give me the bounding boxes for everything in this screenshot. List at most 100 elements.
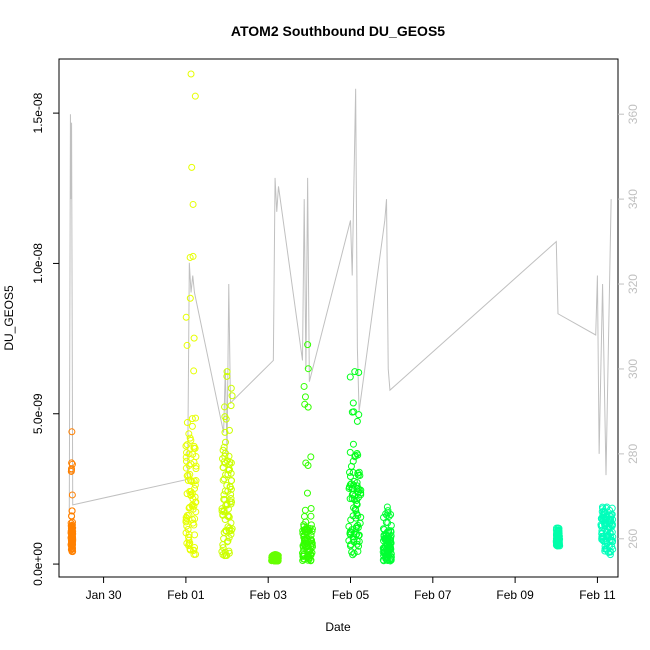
- scatter-point: [352, 514, 360, 522]
- scatter-point: [384, 519, 392, 527]
- scatter-point: [355, 411, 363, 419]
- x-tick-label: Feb 05: [332, 588, 370, 602]
- x-tick-label: Feb 11: [579, 588, 616, 602]
- scatter-point: [307, 453, 315, 461]
- scatter-point: [227, 402, 235, 410]
- scatter-point: [68, 523, 76, 531]
- y-right-tick-label: 320: [626, 274, 640, 294]
- scatter-point: [219, 544, 227, 552]
- scatter-point: [301, 400, 309, 408]
- scatter-point: [223, 368, 231, 376]
- scatter-point: [183, 419, 191, 427]
- scatter-point: [190, 477, 198, 485]
- scatter-point: [353, 500, 361, 508]
- scatter-point: [227, 495, 235, 503]
- scatter-point: [186, 253, 194, 261]
- scatter-point: [349, 551, 357, 559]
- scatter-point: [183, 441, 191, 449]
- scatter-point: [354, 469, 362, 477]
- scatter-point: [67, 542, 75, 550]
- scatter-point: [221, 449, 229, 457]
- scatter-point: [351, 368, 359, 376]
- scatter-point: [598, 503, 606, 511]
- scatter-point: [189, 252, 197, 260]
- scatter-point: [188, 415, 196, 423]
- scatter-point: [301, 393, 309, 401]
- scatter-point: [221, 403, 229, 411]
- scatter-point: [604, 549, 612, 557]
- scatter-point: [307, 521, 315, 529]
- x-axis-label: Date: [325, 620, 351, 634]
- scatter-point: [302, 459, 310, 467]
- scatter-point: [190, 334, 198, 342]
- scatter-point: [301, 506, 309, 514]
- scatter-point: [555, 540, 563, 547]
- scatter-point: [183, 472, 191, 480]
- scatter-point: [183, 341, 191, 349]
- scatter-point: [185, 450, 193, 458]
- scatter-point: [67, 519, 75, 527]
- scatter-point: [346, 468, 354, 476]
- y-tick-label: 5.0e-09: [31, 393, 45, 434]
- scatter-point: [225, 426, 233, 434]
- y-tick-label: 1.0e-08: [31, 243, 45, 284]
- chart-title: ATOM2 Southbound DU_GEOS5: [231, 23, 445, 39]
- scatter-point: [300, 535, 308, 543]
- scatter-point: [191, 543, 199, 551]
- x-tick-label: Feb 03: [250, 588, 288, 602]
- scatter-point: [228, 477, 236, 485]
- scatter-point: [182, 313, 190, 321]
- scatter-point: [346, 448, 354, 456]
- scatter-point: [191, 92, 199, 100]
- scatter-point: [307, 531, 315, 539]
- scatter-point: [228, 392, 236, 400]
- scatter-point: [68, 543, 76, 551]
- x-tick-label: Feb 01: [167, 588, 205, 602]
- scatter-point: [554, 524, 562, 532]
- scatter-point: [223, 501, 231, 509]
- scatter-point: [191, 444, 199, 452]
- scatter-point: [300, 512, 308, 520]
- scatter-point: [357, 513, 365, 521]
- scatter-point: [192, 414, 200, 422]
- scatter-point: [299, 557, 307, 565]
- scatter-point: [350, 549, 358, 557]
- scatter-point: [553, 541, 561, 549]
- x-tick-label: Feb 09: [496, 588, 534, 602]
- scatter-point: [184, 471, 192, 479]
- scatter-point: [68, 428, 76, 436]
- scatter-point: [306, 525, 314, 533]
- y-tick-label: 0.0e+00: [31, 542, 45, 586]
- y-right-tick-label: 300: [626, 359, 640, 379]
- scatter-point: [355, 537, 363, 545]
- scatter-point: [186, 434, 194, 442]
- scatter-point: [225, 466, 233, 474]
- scatter-point: [190, 367, 198, 375]
- scatter-point: [190, 550, 198, 558]
- scatter-point: [353, 417, 361, 425]
- scatter-point: [606, 551, 614, 559]
- y-tick-label: 1.5e-08: [31, 92, 45, 133]
- scatter-point: [224, 537, 232, 545]
- scatter-point: [346, 528, 354, 536]
- x-tick-label: Jan 30: [86, 588, 122, 602]
- scatter-point: [383, 503, 391, 511]
- scatter-point: [355, 369, 363, 377]
- scatter-point: [184, 525, 192, 533]
- scatter-point: [603, 503, 611, 511]
- scatter-point: [219, 511, 227, 519]
- scatter-point: [598, 530, 606, 538]
- scatter-point: [301, 525, 309, 533]
- scatter-point: [352, 506, 360, 514]
- scatter-point: [182, 442, 190, 450]
- scatter-point: [223, 372, 231, 380]
- scatter-point: [303, 489, 311, 497]
- scatter-point: [220, 475, 228, 483]
- scatter-point: [355, 468, 363, 476]
- scatter-point: [305, 554, 313, 562]
- scatter-point: [191, 531, 199, 539]
- scatter-point: [189, 200, 197, 208]
- scatter-point: [354, 521, 362, 529]
- scatter-point: [348, 495, 356, 503]
